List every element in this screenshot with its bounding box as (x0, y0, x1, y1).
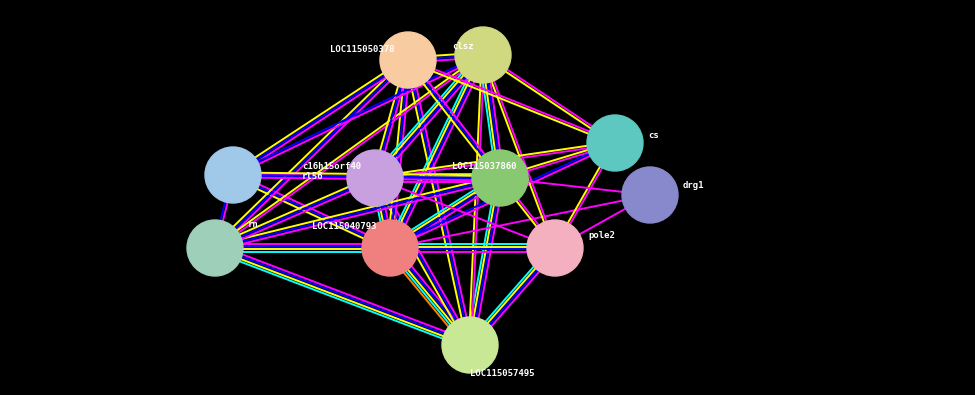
Circle shape (347, 150, 403, 206)
Circle shape (362, 220, 418, 276)
Circle shape (187, 220, 243, 276)
Text: clsz: clsz (452, 42, 474, 51)
Text: LOC115040793: LOC115040793 (312, 222, 376, 231)
Circle shape (380, 32, 436, 88)
Text: LOC115050378: LOC115050378 (330, 45, 395, 54)
Circle shape (527, 220, 583, 276)
Text: LOC115037860: LOC115037860 (452, 162, 517, 171)
Circle shape (472, 150, 528, 206)
Circle shape (587, 115, 643, 171)
Text: drg1: drg1 (683, 181, 705, 190)
Text: rn: rn (248, 220, 258, 229)
Text: cs: cs (648, 130, 659, 139)
Circle shape (622, 167, 678, 223)
Circle shape (205, 147, 261, 203)
Circle shape (455, 27, 511, 83)
Circle shape (442, 317, 498, 373)
Text: c16h15orf40
rl56: c16h15orf40 rl56 (302, 162, 361, 181)
Text: LOC115057495: LOC115057495 (470, 369, 534, 378)
Text: pole2: pole2 (588, 231, 615, 239)
